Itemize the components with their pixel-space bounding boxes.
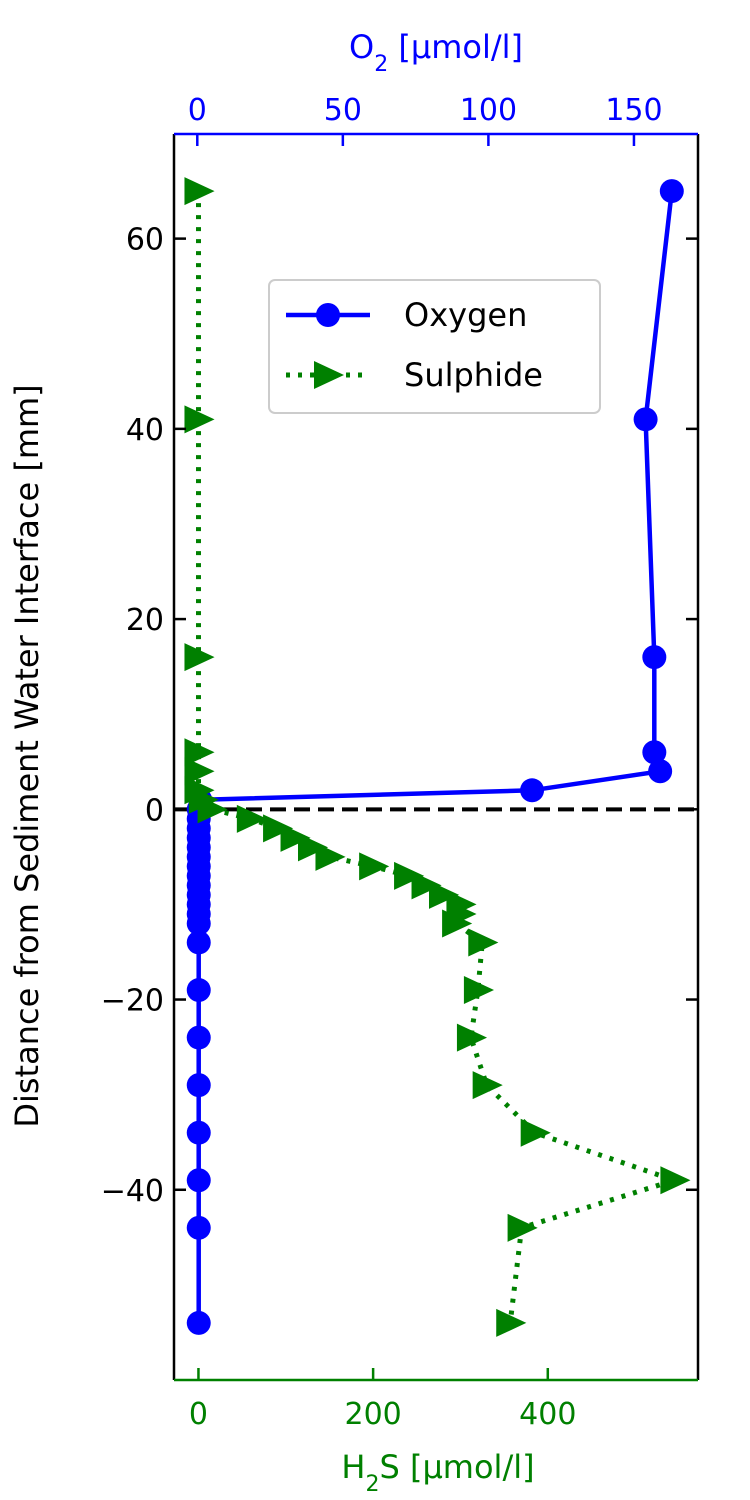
sulphide-point-3: [184, 738, 215, 767]
y-tick-label: 40: [126, 413, 164, 448]
y-tick-label: −40: [101, 1174, 164, 1209]
legend-sulphide-marker: [314, 361, 344, 389]
top-axis-label-rest: [µmol/l]: [388, 28, 523, 66]
sulphide-point-19: [442, 909, 473, 938]
top-axis-label-sub: 2: [374, 52, 388, 77]
sulphide-point-4: [184, 757, 215, 786]
oxygen-point-2: [642, 645, 667, 670]
sulphide-point-1: [184, 405, 215, 434]
sulphide-point-22: [456, 1023, 488, 1052]
sulphide-point-27: [496, 1308, 527, 1337]
oxygen-point-27: [186, 1310, 211, 1335]
y-tick-label: 20: [126, 603, 164, 638]
legend-oxygen-label: Oxygen: [404, 296, 527, 334]
sulphide-point-12: [315, 842, 346, 871]
bottom-axis-label: H2S [µmol/l]: [341, 1448, 534, 1497]
oxygen-point-19: [186, 911, 211, 936]
legend-oxygen-marker: [316, 303, 340, 327]
legend-sulphide-label: Sulphide: [404, 356, 543, 394]
sulphide-point-9: [263, 814, 294, 843]
oxygen-point-0: [659, 179, 684, 204]
top-tick-label: 50: [324, 93, 362, 128]
y-tick-label: 60: [126, 223, 164, 258]
plot-frame: [172, 132, 700, 1382]
sulphide-point-0: [184, 177, 215, 206]
sulphide-point-24: [520, 1118, 551, 1147]
sulphide-point-23: [472, 1071, 503, 1100]
sulphide-series: [184, 177, 691, 1337]
sulphide-point-14: [394, 861, 425, 890]
oxygen-point-4: [648, 759, 673, 784]
oxygen-point-20: [186, 930, 211, 955]
top-tick-label: 100: [460, 93, 517, 128]
bottom-axis-label-sub: 2: [365, 1472, 379, 1497]
bottom-axis-label-rest: S [µmol/l]: [379, 1448, 534, 1486]
sulphide-point-11: [297, 833, 329, 862]
oxygen-point-24: [186, 1120, 211, 1145]
sulphide-point-25: [660, 1166, 691, 1195]
sulphide-point-15: [411, 871, 442, 900]
sulphide-point-2: [184, 643, 215, 672]
oxygen-point-21: [186, 978, 211, 1003]
oxygen-point-3: [642, 740, 667, 765]
top-axis-label-main: O: [349, 28, 374, 66]
top-x-axis-o2: 0 50 100 150 O2 [µmol/l]: [188, 28, 663, 146]
sulphide-point-21: [463, 976, 495, 1005]
oxygen-point-23: [186, 1073, 211, 1098]
sulphide-point-16: [428, 880, 460, 909]
oxygen-point-5: [520, 778, 545, 803]
sulphide-point-26: [507, 1213, 538, 1242]
oxygen-point-26: [186, 1215, 211, 1240]
y-tick-label: 0: [145, 793, 164, 828]
sulphide-point-20: [468, 928, 499, 957]
bottom-tick-label: 400: [519, 1397, 576, 1432]
y-tick-label: −20: [101, 984, 164, 1019]
oxygen-point-1: [633, 407, 658, 432]
bottom-axis-label-main: H: [341, 1448, 365, 1486]
y-axis-label: Distance from Sediment Water Interface […: [8, 384, 46, 1127]
bottom-x-axis-h2s: 0 200 400 H2S [µmol/l]: [189, 1368, 576, 1497]
oxygen-point-22: [186, 1025, 211, 1050]
sulphide-point-10: [280, 823, 311, 852]
oxygen-point-25: [186, 1168, 211, 1193]
top-tick-label: 150: [605, 93, 662, 128]
top-axis-label: O2 [µmol/l]: [349, 28, 523, 77]
sulphide-point-7: [197, 795, 228, 824]
bottom-tick-label: 0: [189, 1397, 208, 1432]
sulphide-point-8: [236, 804, 267, 833]
sulphide-line: [196, 191, 683, 1324]
top-tick-label: 0: [188, 93, 207, 128]
legend: Oxygen Sulphide: [268, 279, 601, 414]
y-axis: −40 −20 0 20 40 60 Distance from Sediment Wate…: [8, 223, 698, 1209]
bottom-tick-label: 200: [344, 1397, 401, 1432]
sulphide-point-13: [359, 852, 390, 881]
